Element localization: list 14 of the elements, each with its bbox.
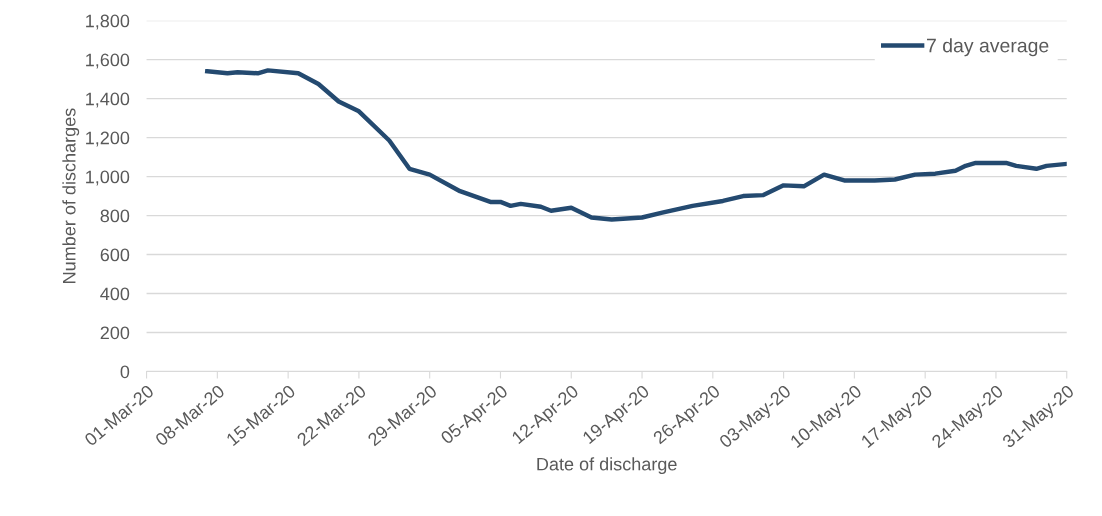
y-tick-label: 600 bbox=[100, 248, 130, 262]
y-tick-label: 1,600 bbox=[86, 53, 130, 69]
y-tick-label: 1,400 bbox=[86, 92, 130, 108]
y-tick-label: 400 bbox=[100, 287, 130, 301]
y-axis-title: Number of discharges bbox=[62, 108, 80, 283]
y-tick-label: 1,800 bbox=[86, 14, 130, 30]
y-tick-label: 1,000 bbox=[86, 170, 130, 186]
x-axis-title: Date of discharge bbox=[537, 457, 677, 475]
y-tick-label: 0 bbox=[120, 365, 130, 379]
line-series bbox=[205, 68, 1067, 222]
y-tick-label: 800 bbox=[100, 209, 130, 223]
y-tick-label: 1,200 bbox=[86, 131, 130, 147]
legend-label: 7 day average bbox=[927, 38, 1049, 57]
y-tick-label: 200 bbox=[100, 326, 130, 340]
